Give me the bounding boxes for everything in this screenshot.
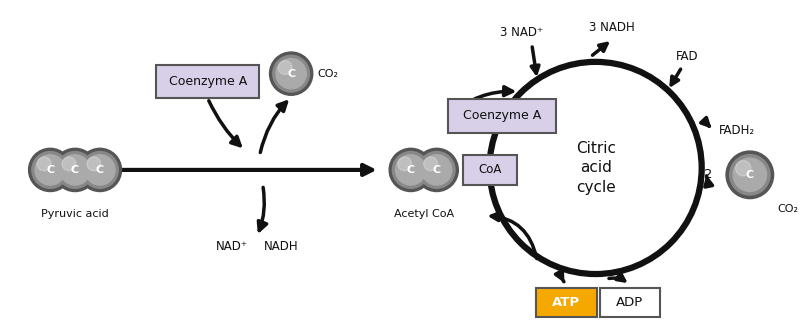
Text: C: C	[433, 165, 441, 175]
Circle shape	[389, 148, 432, 192]
Text: ATP: ATP	[552, 296, 580, 309]
Circle shape	[393, 152, 429, 188]
Circle shape	[424, 157, 438, 171]
Circle shape	[273, 55, 310, 92]
Circle shape	[398, 157, 412, 171]
Circle shape	[733, 158, 766, 191]
Text: C: C	[71, 165, 79, 175]
Text: FADH₂: FADH₂	[718, 124, 754, 137]
Circle shape	[422, 155, 452, 185]
Text: ADP: ADP	[616, 296, 644, 309]
Text: 2: 2	[704, 168, 713, 181]
Text: CO₂: CO₂	[778, 204, 798, 213]
Text: CO₂: CO₂	[318, 69, 338, 79]
Text: C: C	[96, 165, 104, 175]
Circle shape	[278, 61, 292, 74]
FancyBboxPatch shape	[599, 288, 661, 317]
Circle shape	[32, 152, 69, 188]
Text: Pyruvic acid: Pyruvic acid	[41, 209, 109, 219]
Circle shape	[38, 157, 51, 171]
Circle shape	[726, 151, 774, 199]
FancyBboxPatch shape	[156, 65, 259, 98]
Circle shape	[62, 157, 76, 171]
Circle shape	[735, 161, 750, 176]
Text: CoA: CoA	[478, 164, 502, 176]
Text: NADH: NADH	[264, 240, 298, 253]
Text: C: C	[46, 165, 54, 175]
Circle shape	[29, 148, 72, 192]
FancyBboxPatch shape	[462, 155, 517, 185]
Text: NAD⁺: NAD⁺	[216, 240, 248, 253]
Text: C: C	[287, 69, 295, 79]
Circle shape	[57, 152, 94, 188]
Text: C: C	[746, 170, 754, 180]
Circle shape	[54, 148, 97, 192]
Text: FAD: FAD	[676, 50, 698, 64]
Text: Citric
acid
cycle: Citric acid cycle	[576, 141, 616, 195]
Text: 3 NADH: 3 NADH	[590, 21, 635, 34]
Circle shape	[60, 155, 90, 185]
Text: Coenzyme A: Coenzyme A	[463, 110, 542, 122]
Circle shape	[276, 59, 306, 89]
Circle shape	[78, 148, 122, 192]
Circle shape	[396, 155, 426, 185]
Circle shape	[87, 157, 101, 171]
Text: C: C	[406, 165, 415, 175]
Text: 3 NAD⁺: 3 NAD⁺	[500, 26, 543, 39]
Circle shape	[270, 52, 313, 95]
Circle shape	[730, 155, 770, 195]
Circle shape	[85, 155, 115, 185]
FancyBboxPatch shape	[448, 99, 556, 133]
Text: Coenzyme A: Coenzyme A	[169, 75, 246, 88]
Circle shape	[418, 152, 455, 188]
Text: Acetyl CoA: Acetyl CoA	[394, 209, 454, 219]
Circle shape	[35, 155, 66, 185]
Circle shape	[82, 152, 118, 188]
Circle shape	[415, 148, 458, 192]
FancyBboxPatch shape	[536, 288, 597, 317]
